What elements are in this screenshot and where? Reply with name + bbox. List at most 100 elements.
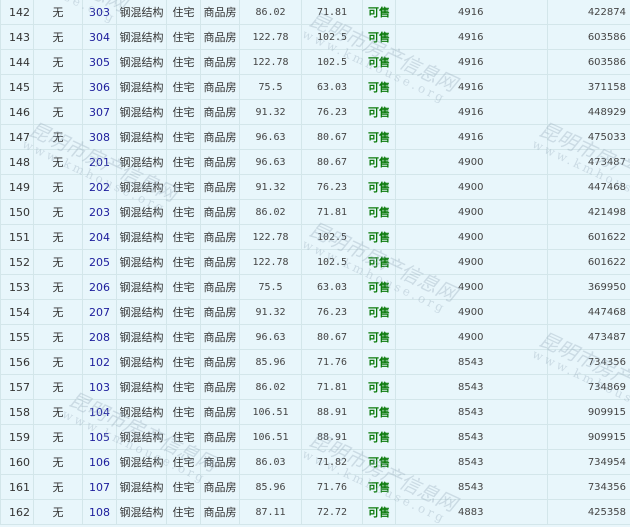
room-number-link[interactable]: 204 (82, 224, 117, 250)
room-number-link[interactable]: 303 (82, 0, 117, 25)
table-row: 145 无 306 钢混结构 住宅 商品房 75.5 63.03 可售 4916 371158 (0, 74, 630, 100)
room-number-link[interactable]: 202 (82, 174, 117, 200)
structure: 钢混结构 (116, 424, 167, 450)
row-index: 151 (0, 224, 34, 250)
structure: 钢混结构 (116, 249, 167, 275)
row-index: 161 (0, 474, 34, 500)
floor-area: 86.02 (239, 199, 302, 225)
room-number-link[interactable]: 304 (82, 24, 117, 50)
total-price: 475033 (547, 124, 630, 150)
usage: 住宅 (166, 324, 201, 350)
table-row: 157 无 103 钢混结构 住宅 商品房 86.02 71.81 可售 8543 734869 (0, 374, 630, 400)
mortgage-status: 无 (33, 424, 83, 450)
room-number-link[interactable]: 104 (82, 399, 117, 425)
total-price: 422874 (547, 0, 630, 25)
inner-area: 71.76 (301, 349, 363, 375)
house-type: 商品房 (200, 199, 240, 225)
table-row: 148 无 201 钢混结构 住宅 商品房 96.63 80.67 可售 4900 473487 (0, 149, 630, 175)
sale-status: 可售 (362, 424, 396, 450)
unit-price: 8543 (395, 399, 548, 425)
floor-area: 86.02 (239, 0, 302, 25)
total-price: 734869 (547, 374, 630, 400)
room-number-link[interactable]: 207 (82, 299, 117, 325)
house-type: 商品房 (200, 324, 240, 350)
table-row: 154 无 207 钢混结构 住宅 商品房 91.32 76.23 可售 4900 447468 (0, 299, 630, 325)
room-number-link[interactable]: 206 (82, 274, 117, 300)
room-number-link[interactable]: 107 (82, 474, 117, 500)
mortgage-status: 无 (33, 274, 83, 300)
unit-price: 4900 (395, 224, 548, 250)
sale-status: 可售 (362, 349, 396, 375)
usage: 住宅 (166, 399, 201, 425)
table-row: 161 无 107 钢混结构 住宅 商品房 85.96 71.76 可售 8543 734356 (0, 474, 630, 500)
room-number-link[interactable]: 201 (82, 149, 117, 175)
table-row: 144 无 305 钢混结构 住宅 商品房 122.78 102.5 可售 4916 603586 (0, 49, 630, 75)
sale-status: 可售 (362, 474, 396, 500)
room-number-link[interactable]: 103 (82, 374, 117, 400)
mortgage-status: 无 (33, 449, 83, 475)
total-price: 425358 (547, 499, 630, 525)
table-row: 158 无 104 钢混结构 住宅 商品房 106.51 88.91 可售 8543 909915 (0, 399, 630, 425)
house-type: 商品房 (200, 374, 240, 400)
sale-status: 可售 (362, 374, 396, 400)
floor-area: 106.51 (239, 399, 302, 425)
unit-price: 4916 (395, 124, 548, 150)
structure: 钢混结构 (116, 0, 167, 25)
room-number-link[interactable]: 308 (82, 124, 117, 150)
sale-status: 可售 (362, 24, 396, 50)
mortgage-status: 无 (33, 299, 83, 325)
sale-status: 可售 (362, 299, 396, 325)
house-type: 商品房 (200, 249, 240, 275)
table-row: 143 无 304 钢混结构 住宅 商品房 122.78 102.5 可售 4916 603586 (0, 24, 630, 50)
room-number-link[interactable]: 306 (82, 74, 117, 100)
floor-area: 85.96 (239, 474, 302, 500)
room-number-link[interactable]: 305 (82, 49, 117, 75)
room-number-link[interactable]: 106 (82, 449, 117, 475)
sale-status: 可售 (362, 449, 396, 475)
table-row: 156 无 102 钢混结构 住宅 商品房 85.96 71.76 可售 8543 734356 (0, 349, 630, 375)
house-type: 商品房 (200, 124, 240, 150)
usage: 住宅 (166, 449, 201, 475)
room-number-link[interactable]: 307 (82, 99, 117, 125)
inner-area: 102.5 (301, 224, 363, 250)
room-number-link[interactable]: 205 (82, 249, 117, 275)
row-index: 160 (0, 449, 34, 475)
sale-status: 可售 (362, 124, 396, 150)
house-type: 商品房 (200, 149, 240, 175)
room-number-link[interactable]: 108 (82, 499, 117, 525)
room-number-link[interactable]: 203 (82, 199, 117, 225)
table-row: 149 无 202 钢混结构 住宅 商品房 91.32 76.23 可售 4900 447468 (0, 174, 630, 200)
house-type: 商品房 (200, 74, 240, 100)
row-index: 158 (0, 399, 34, 425)
room-number-link[interactable]: 105 (82, 424, 117, 450)
sale-status: 可售 (362, 224, 396, 250)
usage: 住宅 (166, 474, 201, 500)
room-number-link[interactable]: 102 (82, 349, 117, 375)
unit-price: 4883 (395, 499, 548, 525)
usage: 住宅 (166, 199, 201, 225)
row-index: 144 (0, 49, 34, 75)
floor-area: 91.32 (239, 299, 302, 325)
table-row: 162 无 108 钢混结构 住宅 商品房 87.11 72.72 可售 4883 425358 (0, 499, 630, 525)
inner-area: 80.67 (301, 324, 363, 350)
row-index: 143 (0, 24, 34, 50)
unit-price: 4900 (395, 149, 548, 175)
room-number-link[interactable]: 208 (82, 324, 117, 350)
structure: 钢混结构 (116, 99, 167, 125)
floor-area: 87.11 (239, 499, 302, 525)
house-type: 商品房 (200, 499, 240, 525)
mortgage-status: 无 (33, 174, 83, 200)
unit-price: 4900 (395, 249, 548, 275)
sale-status: 可售 (362, 174, 396, 200)
mortgage-status: 无 (33, 324, 83, 350)
mortgage-status: 无 (33, 74, 83, 100)
unit-price: 4900 (395, 324, 548, 350)
house-type: 商品房 (200, 299, 240, 325)
inner-area: 72.72 (301, 499, 363, 525)
inner-area: 102.5 (301, 49, 363, 75)
inner-area: 71.82 (301, 449, 363, 475)
table-row: 147 无 308 钢混结构 住宅 商品房 96.63 80.67 可售 4916 475033 (0, 124, 630, 150)
usage: 住宅 (166, 424, 201, 450)
inner-area: 80.67 (301, 149, 363, 175)
structure: 钢混结构 (116, 299, 167, 325)
